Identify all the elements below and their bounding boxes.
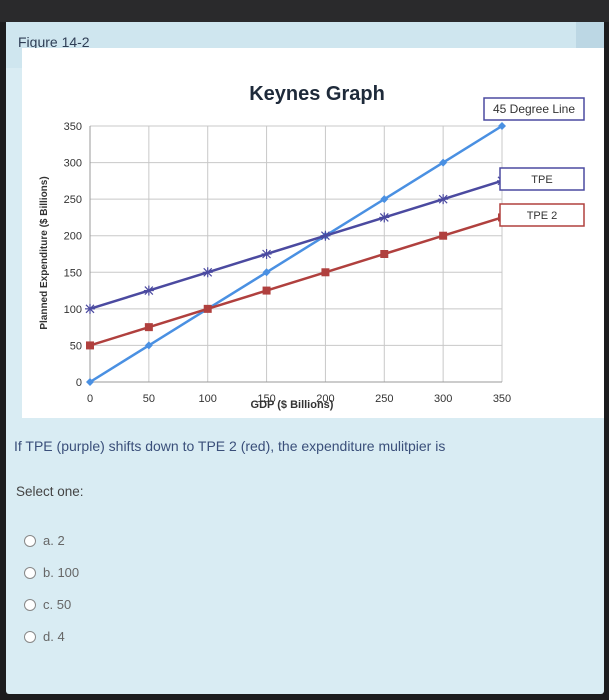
- x-tick-label: 250: [375, 393, 393, 405]
- keynes-chart: Keynes Graph 0 50 100 150 200 250 300 350 0 50 100…: [22, 48, 604, 418]
- x-axis-title: GDP ($ Billions): [251, 399, 334, 411]
- data-point: [321, 268, 330, 277]
- option-d-label: d. 4: [43, 629, 65, 644]
- option-b-label: b. 100: [43, 565, 80, 580]
- data-point: [202, 267, 213, 278]
- legend-label-0: 45 Degree Line: [493, 102, 575, 116]
- data-point: [144, 341, 153, 350]
- option-c[interactable]: c. 50: [24, 597, 71, 612]
- series-layer: [85, 122, 507, 386]
- window-top-strip: [0, 0, 609, 22]
- data-point: [498, 122, 506, 130]
- question-text: If TPE (purple) shifts down to TPE 2 (re…: [14, 438, 446, 454]
- y-tick-label: 350: [64, 121, 82, 133]
- legend-label-2: TPE 2: [527, 210, 558, 222]
- select-one-label: Select one:: [16, 484, 84, 499]
- option-d[interactable]: d. 4: [24, 629, 65, 644]
- radio-b[interactable]: [24, 566, 36, 579]
- data-point: [380, 250, 389, 258]
- legend-layer: 45 Degree Line TPE TPE 2: [483, 97, 585, 227]
- series-line-0: [89, 124, 503, 384]
- x-tick-label: 200: [316, 393, 334, 405]
- y-tick-label: 100: [64, 304, 82, 316]
- radio-a[interactable]: [24, 534, 36, 547]
- y-tick-label: 300: [64, 158, 82, 170]
- data-point: [143, 285, 154, 296]
- option-b[interactable]: b. 100: [24, 565, 79, 580]
- data-point: [261, 249, 272, 259]
- x-tick-label: 0: [87, 393, 93, 405]
- y-tick-label: 0: [76, 377, 82, 389]
- data-point: [439, 158, 448, 167]
- x-tick-label: 100: [199, 393, 217, 405]
- axis-labels: 0 50 100 150 200 250 300 350 0 50 100 150 200 250 300 3…: [64, 121, 512, 405]
- legend-box-0: [483, 97, 585, 121]
- y-tick-label: 200: [64, 231, 82, 243]
- data-point: [262, 268, 271, 277]
- x-tick-label: 150: [257, 393, 275, 405]
- figure-label: Figure 14-2: [18, 34, 90, 50]
- x-tick-label: 300: [434, 393, 452, 405]
- series-line-1: [89, 179, 503, 311]
- chart-title: Keynes Graph: [249, 83, 385, 105]
- radio-c[interactable]: [24, 598, 36, 611]
- data-point: [379, 212, 390, 223]
- x-tick-label: 350: [493, 393, 511, 405]
- data-point: [438, 194, 449, 205]
- legend-label-1: TPE: [531, 174, 552, 186]
- series-line-2: [89, 216, 503, 347]
- option-c-label: c. 50: [43, 597, 72, 612]
- data-point: [439, 231, 448, 240]
- data-point: [262, 286, 271, 295]
- option-a-label: a. 2: [43, 533, 65, 548]
- data-point: [144, 323, 153, 332]
- data-point: [86, 378, 94, 386]
- data-point: [380, 195, 389, 204]
- y-tick-label: 150: [64, 267, 82, 279]
- y-axis-title: Planned Expenditure ($ Billions): [39, 176, 50, 329]
- legend-box-1: [499, 167, 585, 191]
- data-point: [86, 341, 94, 350]
- y-tick-label: 250: [64, 194, 82, 206]
- x-tick-label: 50: [143, 393, 155, 405]
- data-point: [85, 303, 95, 314]
- data-point: [320, 230, 331, 241]
- y-tick-label: 50: [70, 340, 82, 352]
- data-point: [203, 304, 212, 313]
- option-a[interactable]: a. 2: [24, 533, 65, 548]
- radio-d[interactable]: [24, 630, 36, 643]
- legend-box-2: [499, 203, 585, 227]
